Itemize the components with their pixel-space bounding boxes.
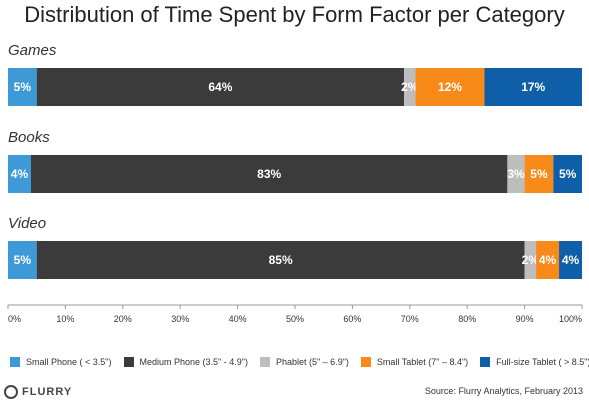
legend-label: Small Phone ( < 3.5") [26, 357, 112, 367]
x-tick-label: 30% [171, 314, 189, 324]
x-tick-label: 60% [343, 314, 361, 324]
bar-segment [30, 155, 508, 193]
flurry-logo-text: FLURRY [22, 386, 73, 398]
bar-segment [559, 241, 582, 279]
legend-swatch [360, 357, 371, 367]
bar-segment [8, 241, 37, 279]
data-label: 83% [257, 167, 281, 181]
x-tick-label: 0% [8, 314, 21, 324]
x-tick-label: 10% [56, 314, 74, 324]
data-label: 4% [539, 253, 557, 267]
category-label: Books [8, 129, 50, 146]
chart-plot: Games 5% 64% 2% 12% 17% Books 4% 83% 3% 5% 5% Video 5… [7, 42, 583, 324]
legend-swatch [10, 357, 20, 367]
bar-segment [415, 68, 485, 106]
legend-item: Full-size Tablet ( > 8.5") [480, 357, 589, 367]
data-label: 4% [562, 253, 580, 267]
bar-segment [36, 241, 525, 279]
data-label: 2% [522, 253, 540, 267]
legend-swatch [259, 357, 270, 367]
data-label: 5% [559, 167, 577, 181]
data-label: 2% [401, 80, 419, 94]
x-tick-label: 50% [286, 314, 304, 324]
category-label: Video [8, 215, 46, 232]
flurry-logo-icon [4, 385, 18, 399]
legend-item: Small Tablet (7" – 8.4") [360, 357, 469, 367]
bar-segment [8, 155, 31, 193]
legend-item: Small Phone ( < 3.5") [10, 357, 112, 367]
chart-legend: Small Phone ( < 3.5") Medium Phone (3.5" … [10, 357, 589, 367]
legend-label: Small Tablet (7" – 8.4") [376, 357, 469, 367]
bar-segment [484, 68, 582, 106]
data-label: 85% [269, 253, 293, 267]
category-label: Games [8, 42, 57, 59]
bar-segment [404, 68, 416, 106]
flurry-logo: FLURRY [4, 385, 72, 399]
x-tick-label: 80% [458, 314, 476, 324]
legend-item: Medium Phone (3.5" - 4.9") [123, 357, 248, 367]
legend-swatch [123, 357, 134, 367]
data-label: 17% [521, 80, 545, 94]
x-tick-label: 70% [401, 314, 419, 324]
bar-segment [36, 68, 405, 106]
legend-item: Phablet (5" – 6.9") [259, 357, 349, 367]
legend-label: Full-size Tablet ( > 8.5") [496, 357, 589, 367]
data-label: 5% [14, 253, 32, 267]
x-tick-label: 20% [114, 314, 132, 324]
bar-segment [8, 68, 37, 106]
bar-segment [524, 155, 554, 193]
data-label: 3% [507, 167, 525, 181]
bar-segment [524, 241, 537, 279]
legend-label: Medium Phone (3.5" - 4.9") [139, 357, 248, 367]
data-label: 4% [11, 167, 29, 181]
legend-swatch [480, 357, 491, 367]
data-label: 5% [14, 80, 32, 94]
x-tick-label: 90% [516, 314, 534, 324]
data-label: 12% [438, 80, 462, 94]
x-tick-label: 40% [229, 314, 247, 324]
bar-segment [553, 155, 582, 193]
source-note: Source: Flurry Analytics, February 2013 [424, 386, 583, 396]
chart-title: Distribution of Time Spent by Form Facto… [24, 2, 565, 27]
bar-segment [536, 241, 560, 279]
bar-segment [507, 155, 525, 193]
data-label: 5% [530, 167, 548, 181]
data-label: 64% [208, 80, 232, 94]
legend-label: Phablet (5" – 6.9") [275, 357, 349, 367]
x-tick-label: 100% [559, 314, 582, 324]
